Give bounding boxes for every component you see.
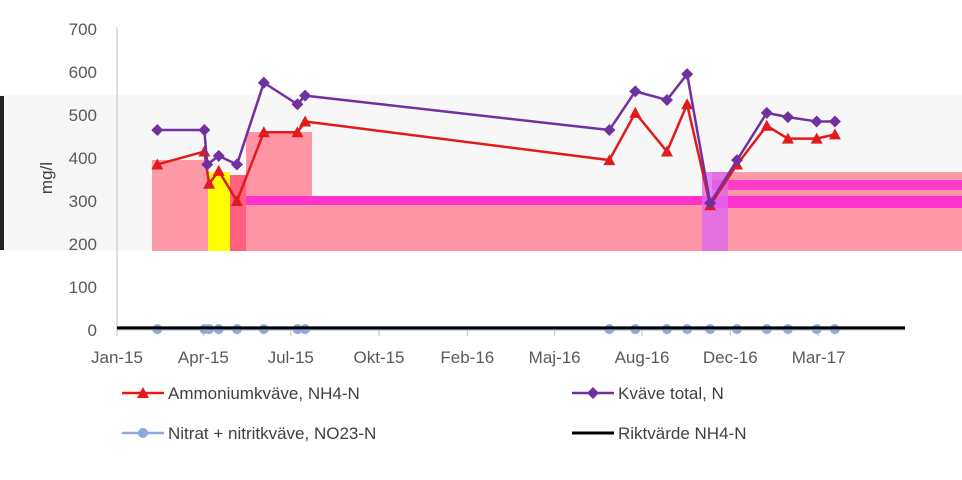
data-point	[291, 98, 304, 111]
data-point	[212, 164, 225, 176]
legend-label: Ammoniumkväve, NH4-N	[168, 384, 360, 403]
data-point	[629, 85, 642, 98]
x-tick-label: Feb-16	[440, 348, 494, 367]
data-point	[781, 132, 794, 144]
data-point	[603, 154, 616, 166]
x-axis: Jan-15 Apr-15 Jul-15 Okt-15 Feb-16 Maj-16 Aug-…	[91, 329, 905, 367]
y-tick-label: 300	[69, 192, 97, 211]
data-point	[257, 126, 270, 138]
data-point	[299, 89, 312, 102]
y-tick-label: 100	[69, 278, 97, 297]
data-point	[681, 68, 694, 81]
x-tick-label: Mar-17	[792, 348, 846, 367]
y-tick-label: 700	[69, 20, 97, 39]
data-point	[212, 149, 225, 162]
legend-swatch-marker	[138, 428, 148, 438]
legend-swatch-marker	[137, 387, 149, 398]
data-point	[760, 119, 773, 131]
data-point	[230, 195, 243, 206]
x-tick-label: Maj-16	[529, 348, 581, 367]
y-tick-label: 0	[88, 321, 97, 340]
legend-entry: Kväve total, N	[572, 384, 724, 403]
data-point	[151, 158, 164, 170]
x-tick-label: Dec-16	[703, 348, 758, 367]
data-point	[230, 158, 243, 171]
artifact-block	[208, 172, 230, 251]
data-point	[810, 132, 823, 144]
data-point	[257, 76, 270, 89]
data-point	[629, 106, 642, 118]
data-point	[704, 197, 717, 210]
artifact-stripe	[712, 196, 962, 208]
data-point	[760, 106, 773, 119]
legend-label: Riktvärde NH4-N	[618, 424, 746, 443]
artifact-stripe	[246, 196, 712, 205]
series-0	[151, 98, 841, 211]
data-point	[201, 158, 214, 171]
series-layer	[117, 68, 905, 335]
legend-label: Kväve total, N	[618, 384, 724, 403]
series-1	[151, 68, 841, 210]
legend-swatch-marker	[587, 387, 599, 399]
data-point	[731, 154, 744, 167]
artifact-stripe	[712, 180, 962, 190]
data-point	[203, 177, 216, 189]
legend-entry: Nitrat + nitritkväve, NO23-N	[122, 424, 376, 443]
data-point	[198, 124, 211, 137]
y-tick-label: 500	[69, 106, 97, 125]
data-point	[151, 124, 164, 137]
data-point	[828, 115, 841, 128]
data-point	[299, 115, 312, 127]
legend-label: Nitrat + nitritkväve, NO23-N	[168, 424, 376, 443]
data-point	[681, 98, 694, 110]
data-point	[291, 126, 304, 138]
data-point	[828, 128, 841, 140]
legend-entry: Riktvärde NH4-N	[572, 424, 746, 443]
legend-entry: Ammoniumkväve, NH4-N	[122, 384, 360, 403]
legend: Ammoniumkväve, NH4-N Kväve total, N Nitrat…	[122, 384, 746, 443]
data-point	[781, 111, 794, 124]
artifact-block	[312, 196, 712, 251]
data-point	[660, 93, 673, 106]
x-tick-label: Aug-16	[615, 348, 670, 367]
artifact-edge	[0, 96, 4, 250]
y-tick-label: 200	[69, 235, 97, 254]
data-point	[603, 124, 616, 137]
x-tick-label: Jan-15	[91, 348, 143, 367]
y-tick-label: 600	[69, 63, 97, 82]
x-tick-label: Jul-15	[268, 348, 314, 367]
y-axis: 0 100 200 300 400 500 600 700	[69, 20, 118, 340]
y-tick-label: 400	[69, 149, 97, 168]
artifact-block	[152, 160, 208, 251]
x-tick-label: Apr-15	[178, 348, 229, 367]
y-axis-label: mg/l	[37, 162, 56, 194]
data-point	[810, 115, 823, 128]
data-point	[660, 145, 673, 157]
x-tick-label: Okt-15	[354, 348, 405, 367]
